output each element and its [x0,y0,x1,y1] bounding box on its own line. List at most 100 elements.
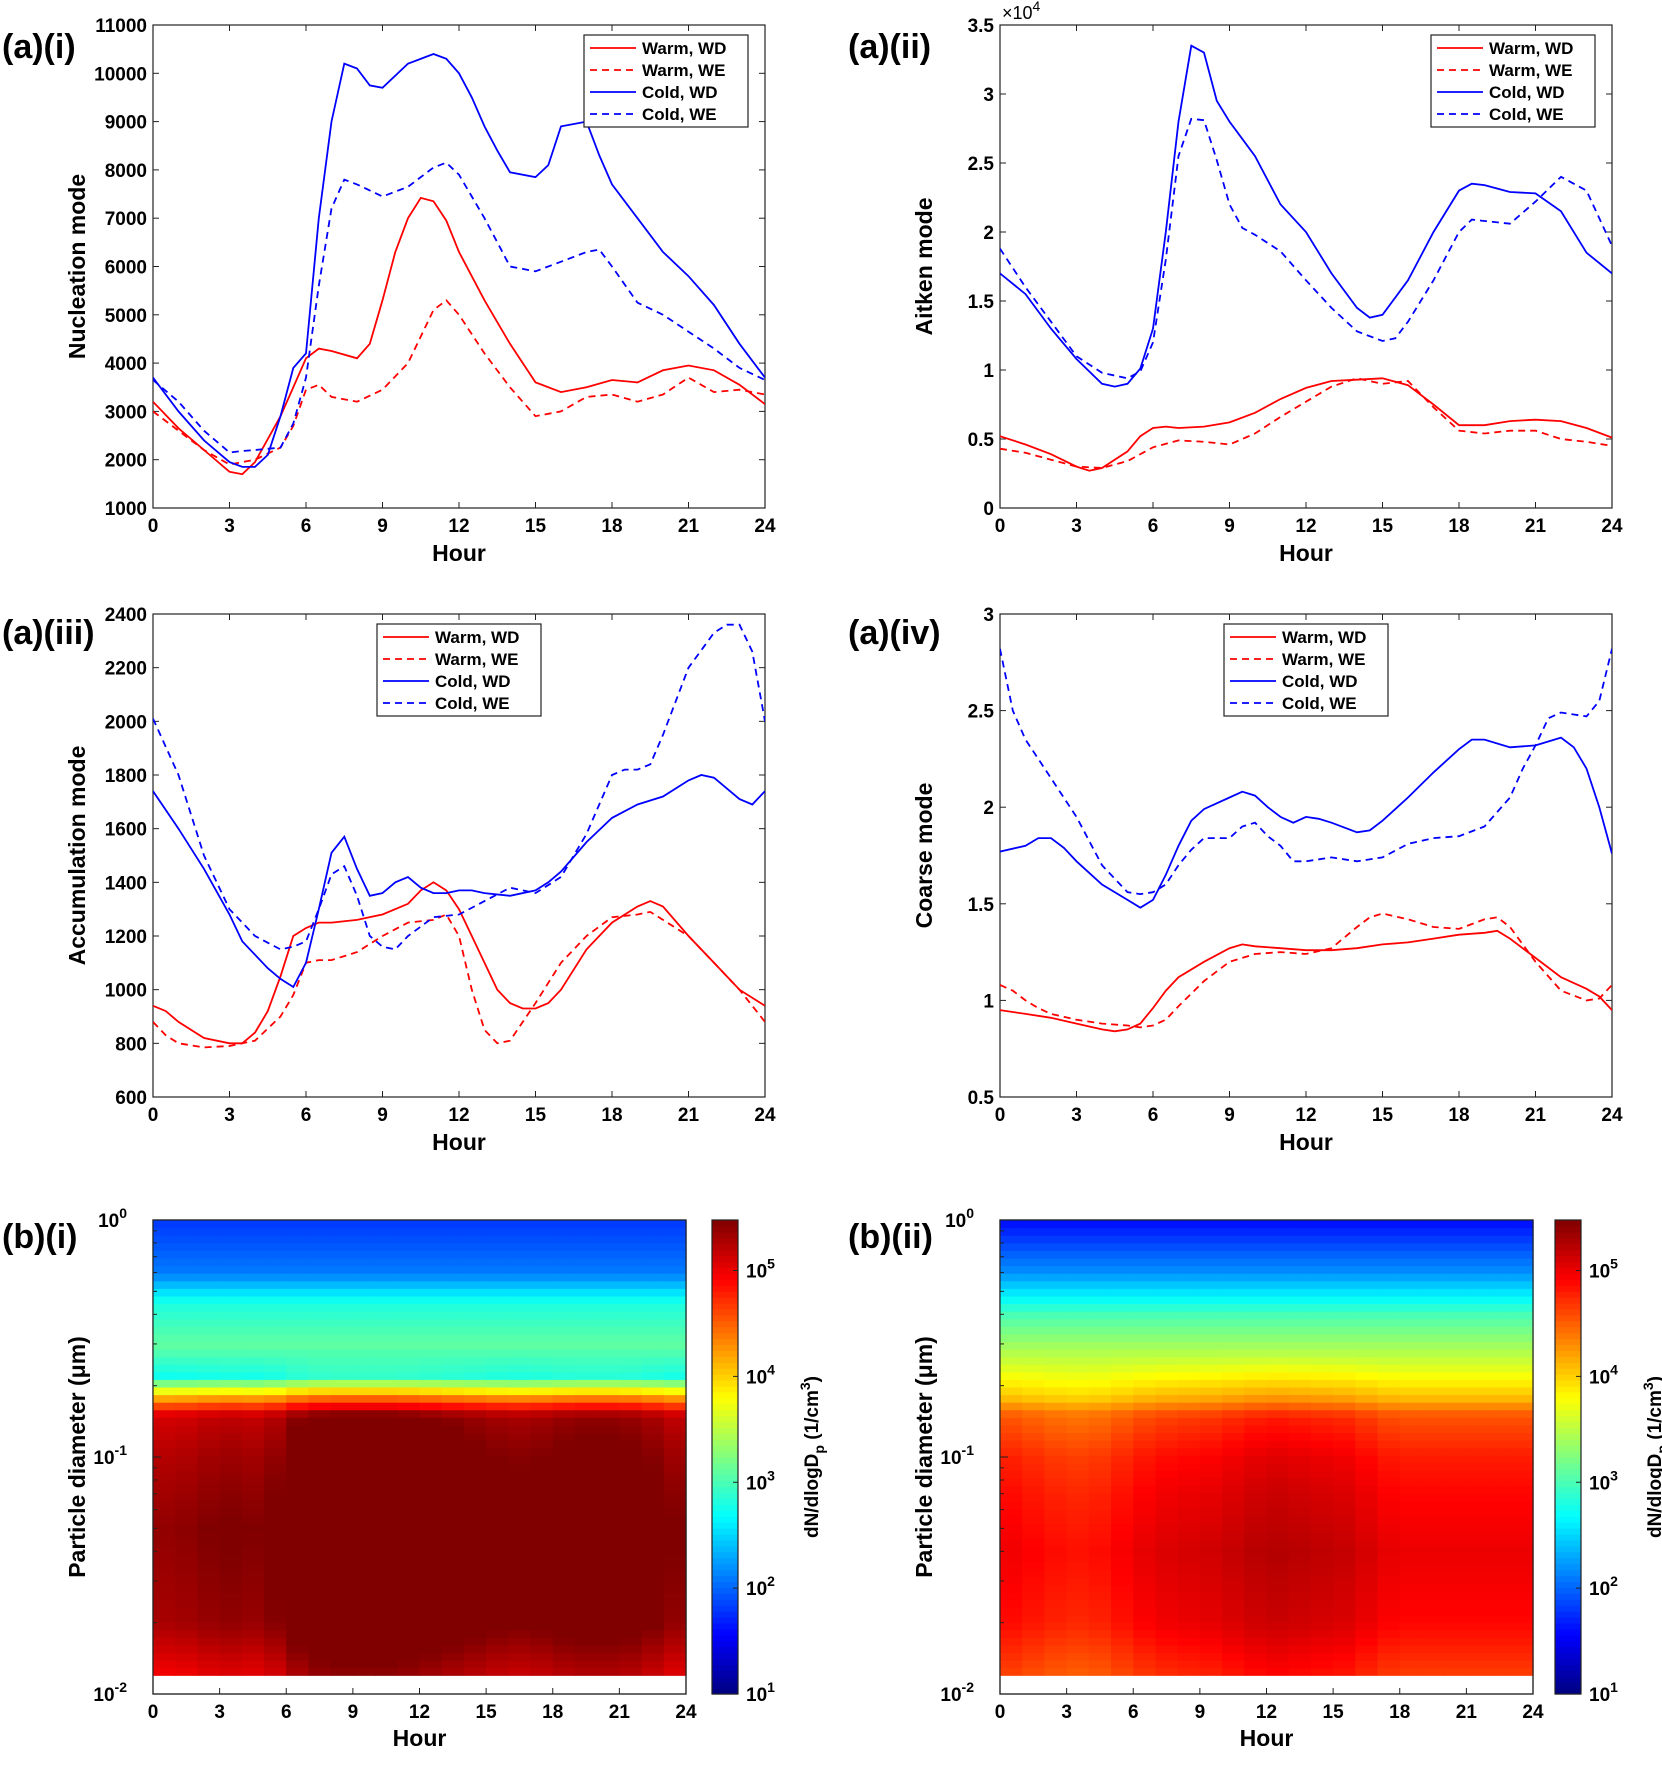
heat-cell [1244,1273,1268,1282]
heat-cell [486,1394,509,1403]
heat-cell [1066,1508,1090,1517]
heat-cell [330,1394,354,1403]
heat-cell [419,1440,443,1449]
heat-cell [1199,1591,1223,1600]
heat-cell [264,1477,287,1487]
heat-cell [552,1477,576,1487]
heat-cell [574,1356,598,1365]
heat-cell [352,1500,376,1509]
heat-cell [441,1652,465,1661]
heat-cell [153,1326,176,1335]
heat-cell [1266,1288,1290,1297]
heat-cell [1399,1477,1423,1487]
heat-cell [1177,1303,1201,1312]
heat-cell [1488,1371,1512,1380]
heat-cell [1488,1440,1512,1449]
heat-cell [241,1295,265,1305]
heat-cell [375,1477,398,1487]
heat-cell [1044,1644,1068,1654]
heat-cell [441,1584,465,1593]
heat-cell [286,1432,310,1441]
heat-cell [1088,1371,1112,1380]
heat-cell [1244,1569,1268,1578]
heat-cell [308,1273,332,1282]
heat-cell [1466,1485,1490,1494]
heat-cell [1066,1531,1090,1540]
heat-cell [153,1455,176,1464]
colorbar-segment [1555,1415,1581,1423]
heat-cell [308,1295,332,1305]
heat-cell [1444,1371,1467,1380]
heat-cell [1399,1440,1423,1449]
heat-cell [1266,1424,1290,1434]
heat-cell [375,1440,398,1449]
heat-cell [1155,1242,1179,1251]
heat-cell [308,1637,332,1646]
colorbar-tick-label-exp: 4 [767,1361,775,1377]
heat-cell [1288,1318,1312,1327]
heat-cell [463,1576,487,1585]
heat-cell [1088,1295,1112,1305]
heat-cell [197,1523,221,1532]
heat-cell [1421,1303,1445,1312]
heat-cell [1510,1531,1534,1540]
colorbar-segment [712,1634,738,1642]
heat-cell [597,1493,620,1502]
heat-cell [1000,1569,1023,1578]
heat-cell [330,1440,354,1449]
axis-multiplier-exp: 4 [1033,0,1041,14]
heat-cell [1421,1386,1445,1396]
heat-cell [241,1500,265,1509]
heat-cell [1000,1493,1023,1502]
heat-cell [463,1326,487,1335]
heat-cell [441,1288,465,1297]
x-tick-label: 18 [601,516,622,537]
heat-cell [597,1477,620,1487]
heat-cell [1199,1500,1223,1509]
heat-cell [175,1546,199,1555]
heat-cell [574,1477,598,1487]
heat-cell [1222,1660,1245,1669]
heat-cell [375,1242,398,1251]
heat-cell [197,1326,221,1335]
heat-cell [574,1508,598,1517]
heat-cell [1244,1614,1268,1623]
heat-cell [1022,1356,1046,1365]
heat-cell [1421,1348,1445,1358]
heat-cell [1488,1462,1512,1471]
heat-cell [1066,1311,1090,1320]
y-tick-label: 1000 [105,499,147,520]
heat-cell [530,1493,554,1502]
heat-cell [463,1652,487,1661]
heat-cell [219,1295,243,1305]
heat-cell [552,1348,576,1358]
heat-cell [1066,1614,1090,1623]
heat-cell [286,1333,310,1342]
colorbar-segment [1555,1314,1581,1322]
heat-cell [330,1576,354,1585]
legend-entry-label: Cold, WD [1282,672,1358,691]
heat-cell [1177,1424,1201,1434]
heat-cell [1177,1652,1201,1661]
heat-cell [1199,1341,1223,1350]
heat-cell [1222,1265,1245,1274]
heat-cell [197,1257,221,1267]
heat-cell [397,1273,421,1282]
heat-cell [197,1493,221,1502]
colorbar-segment [712,1409,738,1417]
heat-cell [1199,1303,1223,1312]
colorbar-tick-label: 104 [1589,1361,1618,1388]
colorbar-segment [712,1611,738,1618]
heat-cell [1244,1493,1268,1502]
colorbar-segment [1555,1385,1581,1393]
heat-cell [1466,1614,1490,1623]
heat-cell [619,1371,643,1380]
heat-cell [175,1386,199,1396]
heat-cell [197,1569,221,1578]
heat-cell [1177,1273,1201,1282]
heat-cell [1399,1447,1423,1456]
heat-cell [197,1447,221,1456]
x-axis-label: Hour [432,540,486,566]
